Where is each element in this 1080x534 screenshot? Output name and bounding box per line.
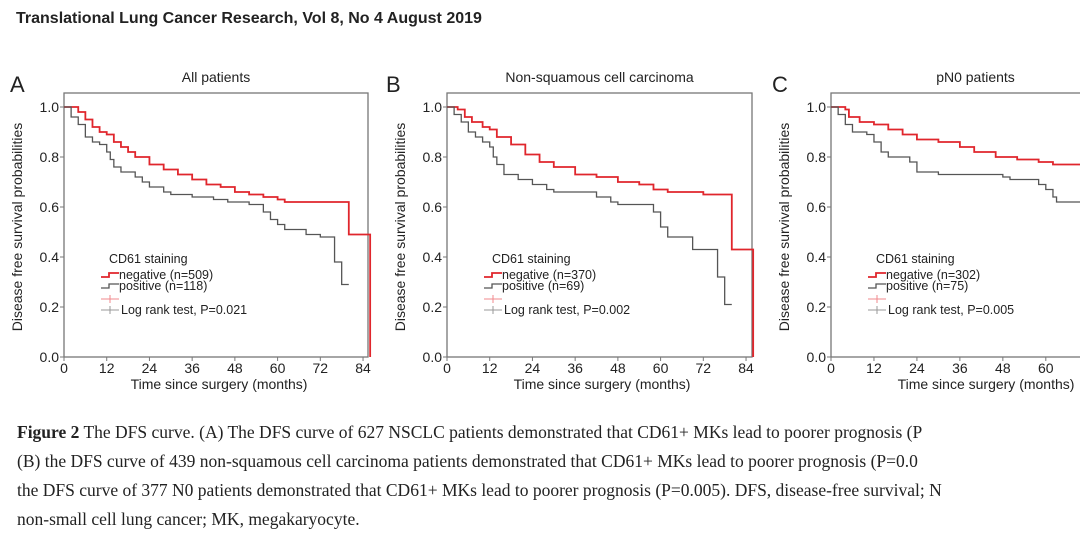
x-tick-label: 84 xyxy=(738,360,754,376)
y-axis-label: Disease free survival probabilities xyxy=(776,123,792,332)
panel-letter: B xyxy=(386,72,401,97)
y-tick-label: 0.8 xyxy=(40,149,60,165)
caption-line-3: the DFS curve of 377 N0 patients demonst… xyxy=(17,480,942,500)
y-tick-label: 1.0 xyxy=(40,99,60,115)
y-tick-label: 0.6 xyxy=(423,199,443,215)
y-tick-label: 1.0 xyxy=(807,99,827,115)
x-tick-label: 24 xyxy=(142,360,158,376)
caption-text: The DFS curve. (A) The DFS curve of 627 … xyxy=(79,422,923,442)
y-axis-label: Disease free survival probabilities xyxy=(9,123,25,332)
x-tick-label: 12 xyxy=(482,360,498,376)
panel-title: All patients xyxy=(182,69,250,85)
positive-curve xyxy=(831,106,1080,203)
legend-series-label: positive (n=75) xyxy=(886,279,968,293)
y-tick-label: 0.4 xyxy=(423,249,443,265)
positive-curve xyxy=(64,106,349,286)
caption-line-1: Figure 2 The DFS curve. (A) The DFS curv… xyxy=(17,418,1080,447)
journal-header: Translational Lung Cancer Research, Vol … xyxy=(16,10,482,27)
y-axis-label: Disease free survival probabilities xyxy=(392,123,408,332)
dfs-figure: A All patients 0.0 0.2 0.4 0.6 0.8 1.0 0 12 24 36 48… xyxy=(9,69,1080,392)
legend-negative-swatch xyxy=(101,272,119,278)
y-tick-label: 0.0 xyxy=(40,349,60,365)
log-rank-test: Log rank test, P=0.021 xyxy=(121,303,247,317)
y-tick-label: 0.8 xyxy=(423,149,443,165)
plot-frame xyxy=(830,92,1080,358)
panel-letter: C xyxy=(772,72,788,97)
log-rank-test: Log rank test, P=0.002 xyxy=(504,303,630,317)
x-tick-label: 36 xyxy=(567,360,583,376)
legend-series-label: positive (n=69) xyxy=(502,279,584,293)
legend-series-label: negative (n=509) xyxy=(119,268,213,282)
x-tick-label: 48 xyxy=(610,360,626,376)
y-tick-label: 0.2 xyxy=(40,299,60,315)
caption-line-2: (B) the DFS curve of 439 non-squamous ce… xyxy=(17,451,918,471)
panel-a: A All patients 0.0 0.2 0.4 0.6 0.8 1.0 0 12 24 36 48… xyxy=(9,69,372,392)
legend-censor-mark xyxy=(868,306,886,314)
y-tick-label: 0.6 xyxy=(40,199,60,215)
y-tick-label: 0.6 xyxy=(807,199,827,215)
legend-censor-mark xyxy=(101,295,119,303)
legend-series-label: positive (n=118) xyxy=(119,279,207,293)
caption-line-4: non-small cell lung cancer; MK, megakary… xyxy=(17,509,360,529)
legend-title: CD61 staining xyxy=(876,252,955,266)
legend-title: CD61 staining xyxy=(492,252,571,266)
x-tick-label: 24 xyxy=(909,360,925,376)
x-axis-label: Time since surgery (months) xyxy=(131,376,308,392)
legend-positive-swatch xyxy=(484,283,502,289)
panel-title: Non-squamous cell carcinoma xyxy=(505,69,694,85)
legend-negative-swatch xyxy=(484,272,502,278)
y-tick-label: 1.0 xyxy=(423,99,443,115)
x-tick-label: 12 xyxy=(99,360,115,376)
y-tick-label: 0.0 xyxy=(423,349,443,365)
x-tick-label: 0 xyxy=(443,360,451,376)
legend-series-label: negative (n=302) xyxy=(886,268,980,282)
x-tick-label: 72 xyxy=(313,360,329,376)
x-tick-label: 0 xyxy=(827,360,835,376)
x-axis-label: Time since surgery (months) xyxy=(514,376,691,392)
panel-title: pN0 patients xyxy=(936,69,1015,85)
x-tick-label: 48 xyxy=(227,360,243,376)
y-tick-label: 0.2 xyxy=(807,299,827,315)
x-tick-label: 36 xyxy=(952,360,968,376)
panel-b: B Non-squamous cell carcinoma 0.0 0.2 0.4 0.6… xyxy=(386,69,755,392)
log-rank-test: Log rank test, P=0.005 xyxy=(888,303,1014,317)
x-tick-label: 48 xyxy=(995,360,1011,376)
legend-censor-mark xyxy=(101,306,119,314)
negative-curve xyxy=(831,106,1080,166)
legend-title: CD61 staining xyxy=(109,252,188,266)
x-tick-label: 24 xyxy=(525,360,541,376)
legend-series-label: negative (n=370) xyxy=(502,268,596,282)
x-tick-label: 60 xyxy=(653,360,669,376)
x-tick-label: 72 xyxy=(696,360,712,376)
y-tick-label: 0.0 xyxy=(807,349,827,365)
legend-censor-mark xyxy=(868,295,886,303)
x-tick-label: 12 xyxy=(866,360,882,376)
figure-caption: Figure 2 The DFS curve. (A) The DFS curv… xyxy=(17,418,1080,534)
y-tick-label: 0.4 xyxy=(40,249,60,265)
y-tick-label: 0.8 xyxy=(807,149,827,165)
plot-frame xyxy=(446,92,753,358)
x-tick-label: 60 xyxy=(270,360,286,376)
x-tick-label: 36 xyxy=(184,360,200,376)
legend-positive-swatch xyxy=(868,283,886,289)
legend-positive-swatch xyxy=(101,283,119,289)
x-tick-label: 60 xyxy=(1038,360,1054,376)
legend-censor-mark xyxy=(484,306,502,314)
negative-curve xyxy=(64,106,372,357)
negative-curve xyxy=(447,106,755,357)
x-axis-label: Time since surgery (months) xyxy=(898,376,1075,392)
panel-letter: A xyxy=(10,72,25,97)
positive-curve xyxy=(447,106,732,306)
legend-negative-swatch xyxy=(868,272,886,278)
caption-label: Figure 2 xyxy=(17,422,80,442)
legend-censor-mark xyxy=(484,295,502,303)
x-tick-label: 84 xyxy=(355,360,371,376)
x-tick-label: 0 xyxy=(60,360,68,376)
y-tick-label: 0.4 xyxy=(807,249,827,265)
y-tick-label: 0.2 xyxy=(423,299,443,315)
plot-frame xyxy=(63,92,369,358)
